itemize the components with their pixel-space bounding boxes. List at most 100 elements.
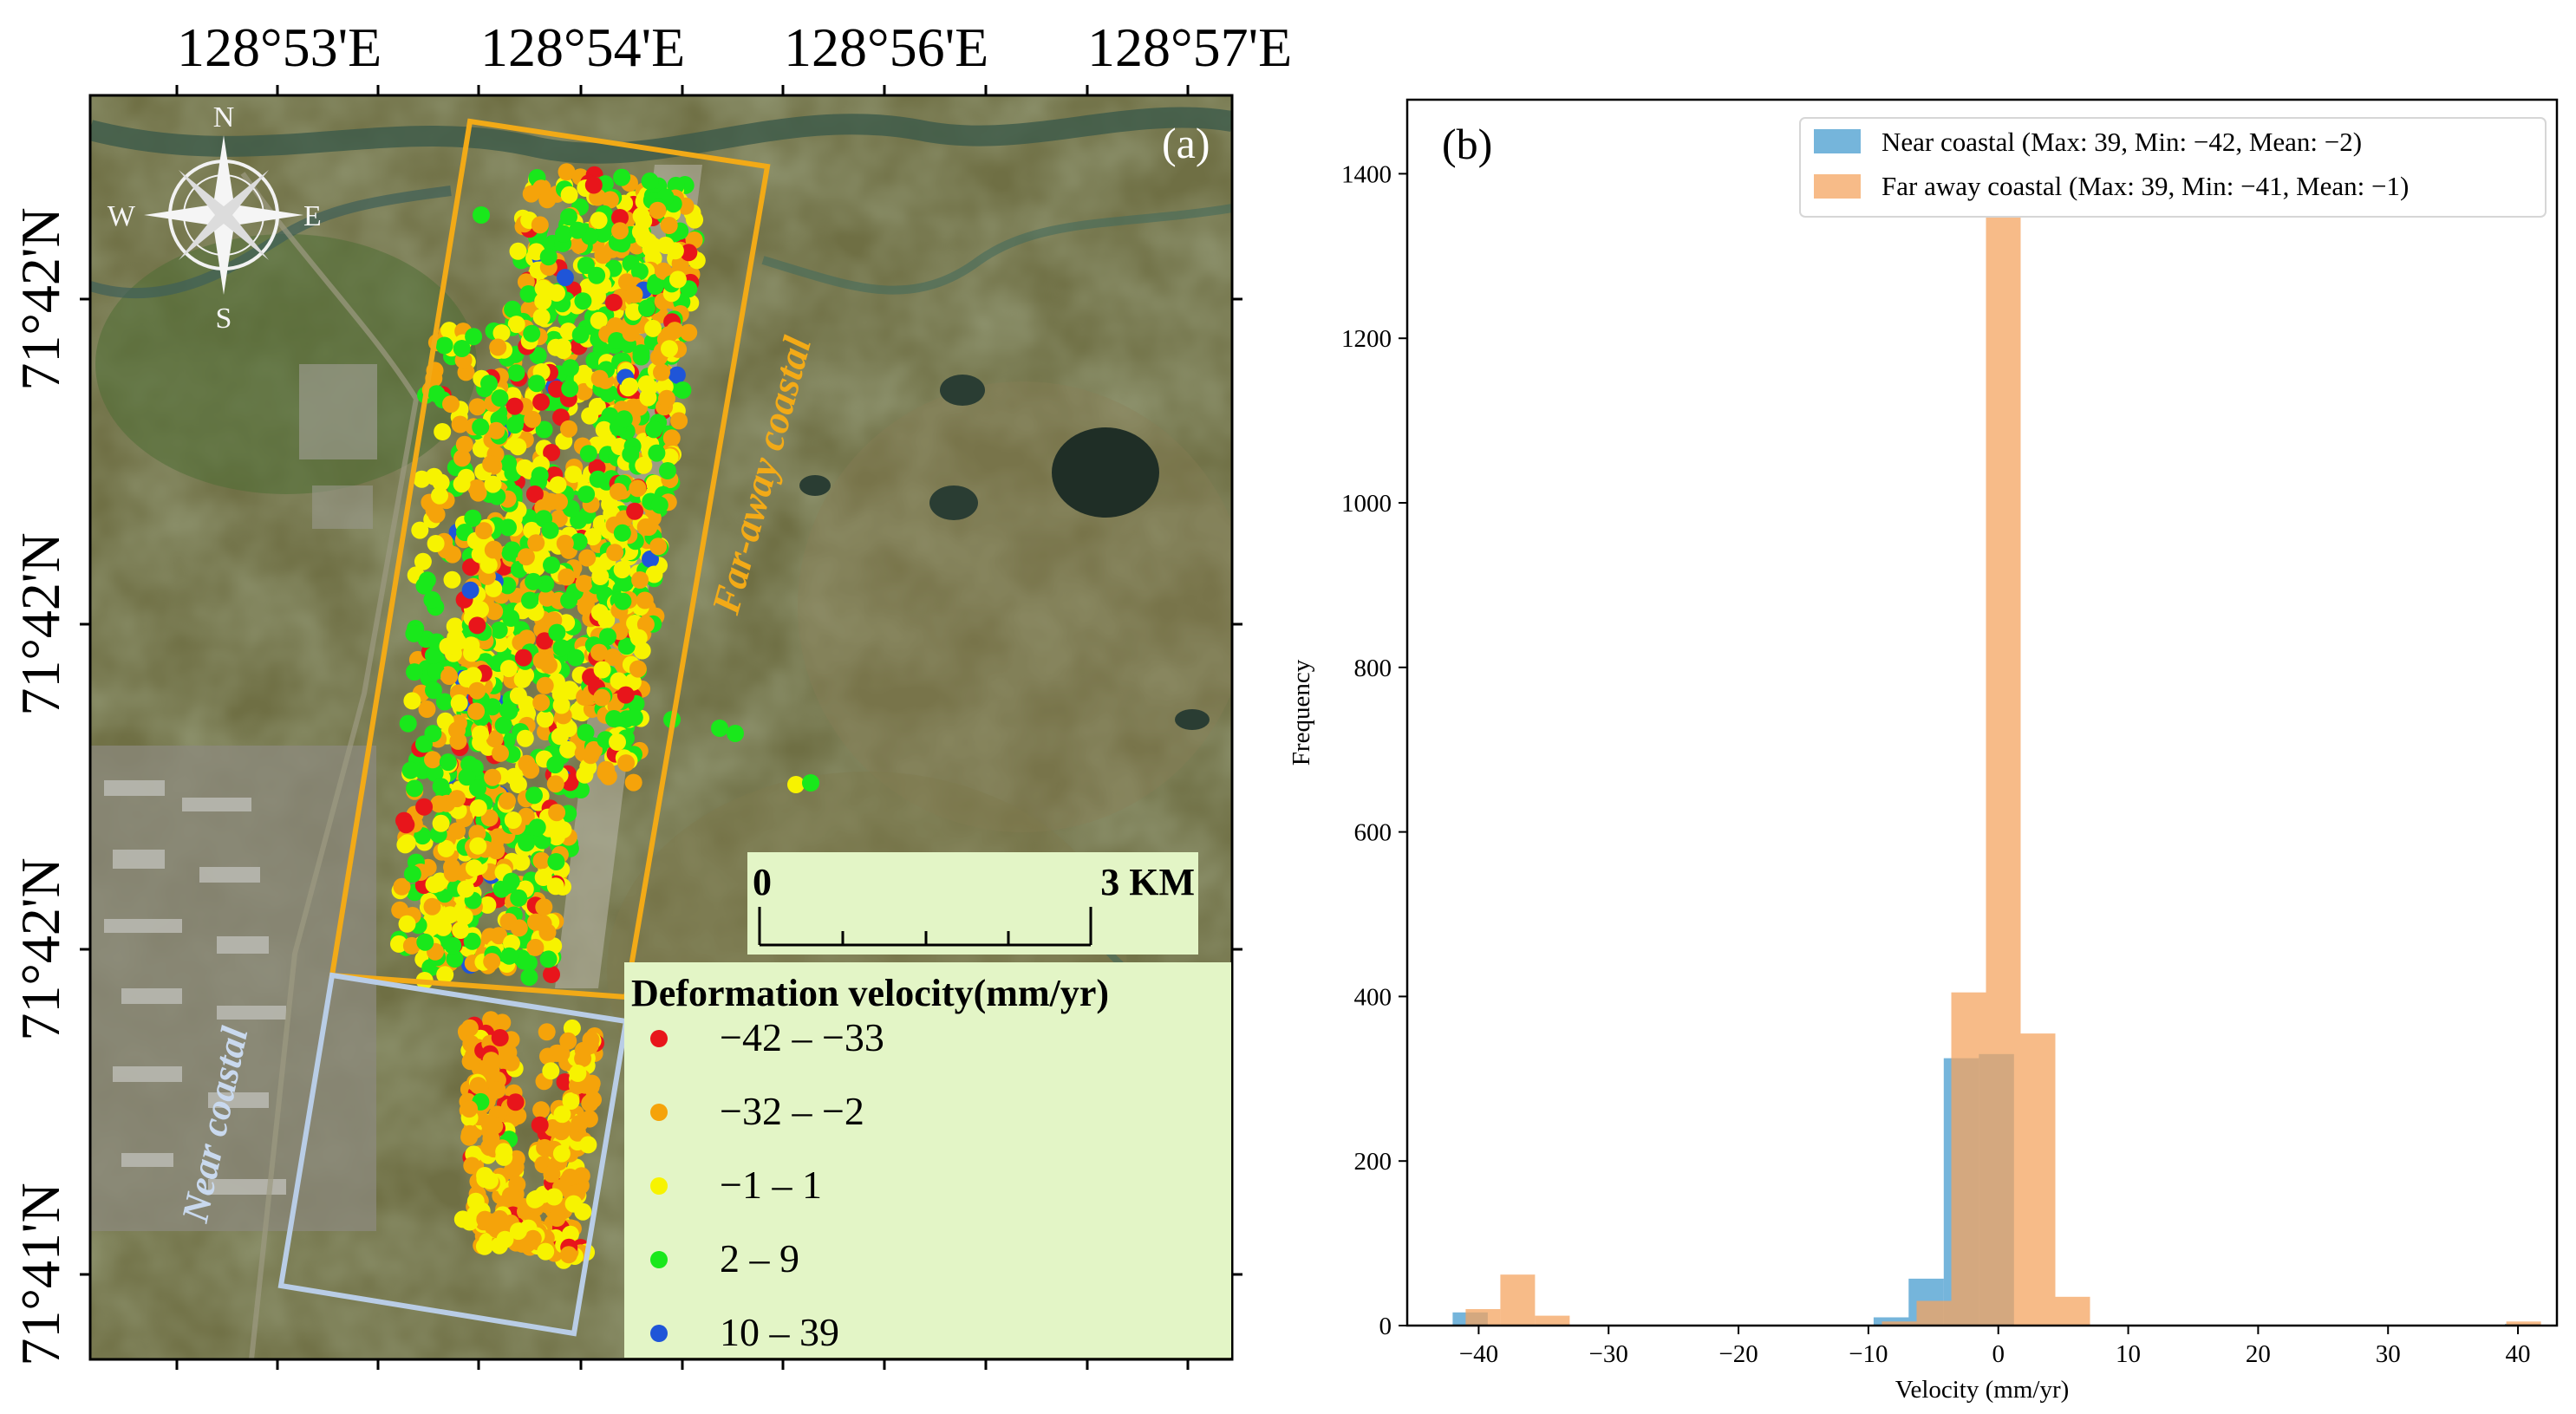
deformation-point (629, 629, 648, 647)
deformation-point (453, 449, 471, 467)
legend-swatch-far (1814, 174, 1861, 199)
deformation-point (626, 502, 644, 520)
deformation-point (505, 397, 524, 415)
bar-far-coastal (1951, 992, 1986, 1326)
deformation-point (558, 568, 576, 586)
deformation-point (543, 444, 561, 461)
legend-swatch-near (1814, 129, 1861, 153)
deformation-point (424, 725, 442, 743)
deformation-point (479, 896, 497, 914)
deformation-point (390, 935, 408, 953)
deformation-point (401, 761, 420, 779)
deformation-point (576, 766, 594, 784)
deformation-point (659, 462, 676, 479)
deformation-point (510, 889, 528, 907)
deformation-point (532, 1101, 551, 1119)
deformation-point (453, 340, 471, 357)
deformation-point (426, 764, 444, 782)
deformation-point (399, 714, 417, 733)
deformation-point (517, 548, 535, 566)
y-tick-label: 1200 (1341, 325, 1392, 353)
deformation-point (448, 822, 466, 840)
deformation-point (434, 918, 453, 936)
deformation-point (556, 269, 574, 287)
deformation-point (624, 773, 642, 792)
longitude-label: 128°53'E (177, 16, 382, 78)
deformation-point (482, 455, 500, 473)
deformation-point (451, 415, 469, 433)
deformation-point (536, 632, 553, 650)
deformation-point (467, 479, 486, 497)
deformation-point (552, 639, 571, 657)
deformation-point (538, 1023, 556, 1041)
panel-b-histogram: −40 −30 −20 −10 0 10 20 30 400200400600800100012… (1288, 98, 2559, 1404)
deformation-point (606, 544, 624, 562)
deformation-point (594, 246, 612, 264)
deformation-point (458, 768, 476, 786)
y-tick-label: 400 (1354, 983, 1392, 1011)
deformation-point (534, 292, 552, 310)
histogram-bars (1452, 157, 2541, 1326)
deformation-point (507, 364, 525, 382)
deformation-point (518, 834, 536, 852)
deformation-point (540, 656, 558, 674)
deformation-point (560, 186, 578, 204)
deformation-point (425, 681, 442, 700)
deformation-point (621, 377, 639, 395)
scale-bar: 0 3 KM (747, 852, 1198, 955)
deformation-point (525, 485, 544, 503)
longitude-label: 128°57'E (1087, 16, 1292, 78)
deformation-point (546, 775, 564, 793)
deformation-point (492, 744, 509, 762)
deformation-point (499, 1044, 518, 1062)
plot-frame (1405, 98, 2559, 1327)
deformation-point (455, 908, 473, 926)
deformation-point (641, 172, 659, 190)
map-frame (88, 94, 1234, 1361)
deformation-point (616, 686, 635, 704)
deformation-point (538, 191, 557, 209)
deformation-point (542, 1062, 560, 1080)
deformation-point (398, 915, 416, 933)
deformation-point (559, 1246, 577, 1264)
deformation-point (552, 696, 571, 714)
deformation-point (464, 509, 482, 527)
deformation-point (496, 1230, 514, 1248)
deformation-point (625, 708, 643, 727)
deformation-point (472, 418, 490, 436)
deformation-point (543, 1165, 561, 1183)
legend-item-label: 10 – 39 (720, 1310, 839, 1354)
deformation-point (588, 266, 606, 284)
deformation-point (645, 420, 663, 439)
deformation-point (594, 225, 612, 243)
deformation-point (499, 518, 517, 537)
deformation-point (502, 872, 520, 890)
deformation-point (526, 938, 545, 956)
deformation-point (603, 648, 622, 666)
map-legend: Deformation velocity(mm/yr) −42 – −33 −32… (624, 962, 1231, 1358)
deformation-point (582, 1078, 600, 1096)
deformation-point (548, 623, 566, 642)
deformation-point (667, 176, 685, 194)
deformation-point (439, 753, 457, 772)
bar-far-coastal (1916, 1300, 1952, 1326)
deformation-point (514, 648, 532, 667)
deformation-point (535, 898, 553, 916)
deformation-point (516, 459, 534, 477)
deformation-point (505, 767, 523, 785)
deformation-point (670, 412, 688, 430)
deformation-point (546, 877, 564, 896)
deformation-point (502, 609, 520, 627)
deformation-point (506, 1158, 525, 1176)
deformation-point (405, 624, 423, 642)
deformation-point (460, 1100, 479, 1118)
deformation-point (431, 486, 448, 505)
y-tick-label: 1400 (1341, 160, 1392, 188)
deformation-point (787, 776, 805, 793)
deformation-point (455, 435, 473, 453)
deformation-point (484, 541, 502, 559)
deformation-point (590, 311, 608, 329)
deformation-point (584, 740, 603, 759)
deformation-point (460, 1124, 479, 1143)
